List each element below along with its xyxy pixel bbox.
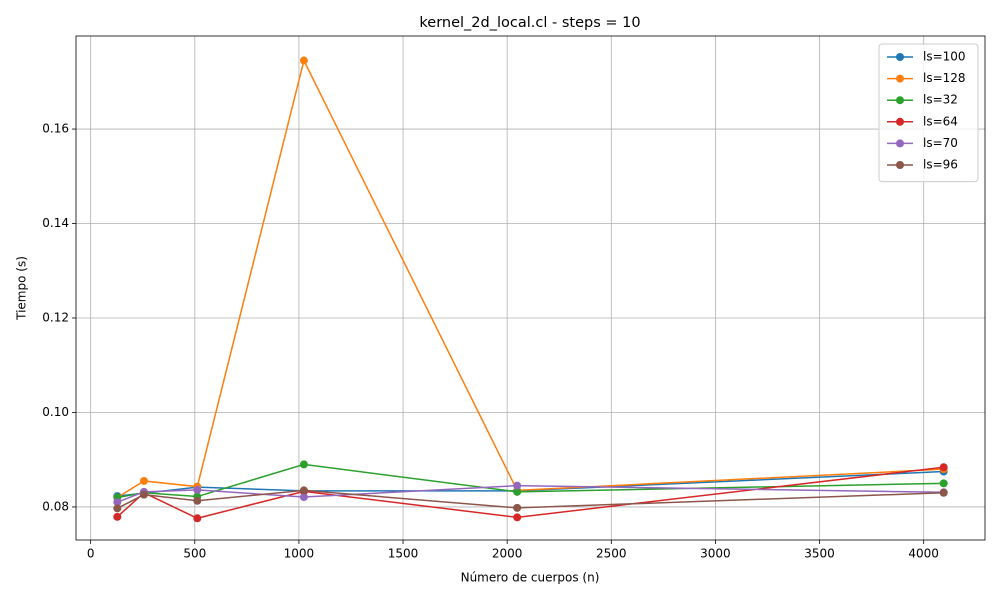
x-axis-label: Número de cuerpos (n) (461, 571, 600, 585)
chart-title: kernel_2d_local.cl - steps = 10 (419, 15, 640, 31)
legend-label: ls=70 (923, 136, 958, 150)
point (113, 512, 122, 521)
plot-frame (75, 35, 986, 541)
legend-label: ls=100 (923, 50, 966, 64)
point (193, 485, 202, 494)
point (299, 460, 308, 469)
series-line (117, 484, 944, 503)
x-tick-label: 2000 (492, 547, 523, 561)
legend-marker (896, 139, 904, 148)
x-tick-label: 4000 (908, 547, 939, 561)
point (299, 56, 308, 65)
legend-marker (896, 74, 904, 83)
point (513, 513, 522, 522)
point (299, 486, 308, 495)
point (299, 493, 308, 502)
y-axis-label: Tiempo (s) (15, 256, 29, 321)
x-tick-label: 500 (183, 547, 206, 561)
x-tick-label: 0 (87, 547, 95, 561)
y-tick-label: 0.16 (42, 122, 69, 136)
x-tick-label: 1000 (284, 547, 315, 561)
x-tick-label: 3000 (700, 547, 731, 561)
point (939, 463, 948, 472)
legend-marker (896, 117, 904, 126)
point (513, 503, 522, 512)
series-line (116, 489, 944, 510)
point (193, 514, 202, 523)
legend-label: ls=32 (923, 93, 958, 107)
point (139, 476, 148, 485)
point (513, 487, 522, 496)
x-tick-label: 1500 (388, 547, 419, 561)
point (139, 490, 148, 499)
point (939, 479, 948, 488)
x-tick-label: 3500 (804, 547, 835, 561)
legend-marker (896, 161, 904, 169)
x-tick-label: 2500 (596, 547, 627, 561)
point (193, 496, 202, 505)
point (113, 498, 122, 507)
legend-label: ls=96 (923, 158, 958, 172)
y-tick-label: 0.14 (42, 216, 69, 230)
legend-marker (896, 96, 904, 105)
y-tick-label: 0.08 (42, 499, 69, 513)
y-tick-label: 0.12 (42, 310, 69, 324)
y-tick-label: 0.10 (42, 405, 69, 419)
legend-label: ls=64 (923, 114, 958, 128)
point (939, 488, 948, 497)
point (113, 504, 122, 513)
point (513, 481, 522, 490)
legend-label: ls=128 (923, 71, 966, 85)
legend-marker (896, 53, 904, 61)
